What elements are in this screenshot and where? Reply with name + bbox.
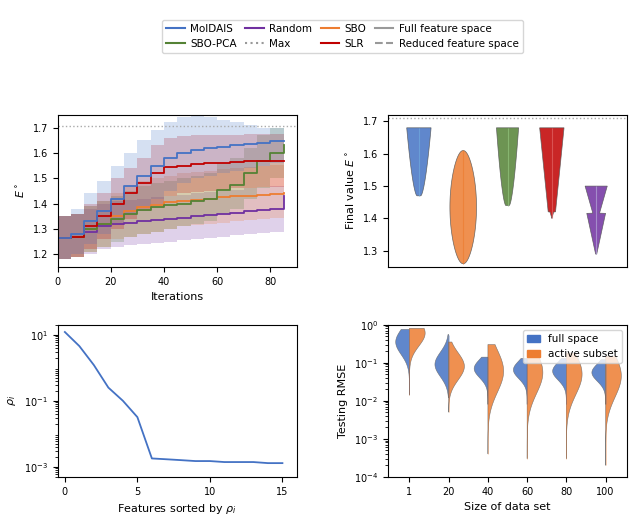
X-axis label: Iterations: Iterations xyxy=(150,292,204,302)
Polygon shape xyxy=(592,359,605,405)
Polygon shape xyxy=(513,358,527,405)
Polygon shape xyxy=(410,329,425,395)
Polygon shape xyxy=(435,334,449,398)
Y-axis label: $E^\circ$: $E^\circ$ xyxy=(15,183,27,199)
Polygon shape xyxy=(566,353,582,458)
X-axis label: Features sorted by $\rho_i$: Features sorted by $\rho_i$ xyxy=(118,502,237,516)
Legend: full space, active subset: full space, active subset xyxy=(523,330,622,364)
X-axis label: Size of data set: Size of data set xyxy=(464,502,551,512)
Polygon shape xyxy=(605,356,621,465)
Polygon shape xyxy=(497,128,518,205)
Y-axis label: Final value $E^\circ$: Final value $E^\circ$ xyxy=(345,151,357,231)
Polygon shape xyxy=(488,345,504,454)
Polygon shape xyxy=(406,128,431,196)
Polygon shape xyxy=(540,128,564,219)
Y-axis label: $\rho_i$: $\rho_i$ xyxy=(6,395,19,406)
Polygon shape xyxy=(450,150,477,264)
Polygon shape xyxy=(396,330,410,394)
Polygon shape xyxy=(553,358,566,405)
Polygon shape xyxy=(527,351,543,458)
Polygon shape xyxy=(449,342,465,412)
Y-axis label: Testing RMSE: Testing RMSE xyxy=(339,364,348,438)
Legend: MolDAIS, SBO-PCA, Random, Max, SBO, SLR, Full feature space, Reduced feature spa: MolDAIS, SBO-PCA, Random, Max, SBO, SLR,… xyxy=(162,20,523,53)
Polygon shape xyxy=(474,357,488,405)
Polygon shape xyxy=(585,186,607,254)
